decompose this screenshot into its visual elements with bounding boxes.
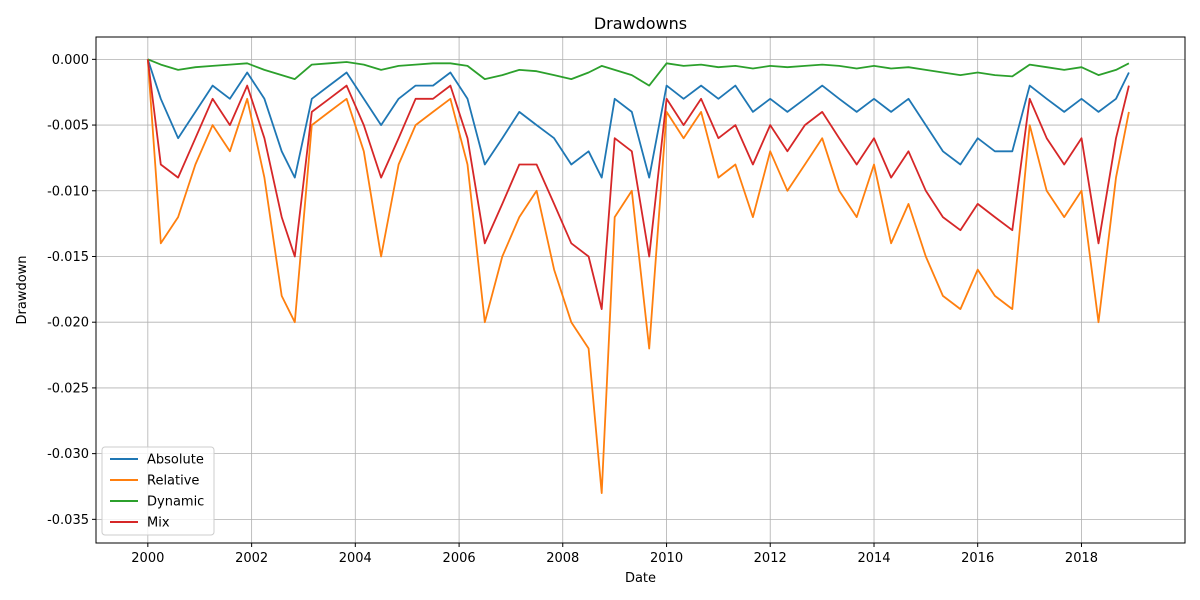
x-tick-label: 2010: [650, 551, 683, 566]
x-tick-label: 2008: [546, 551, 579, 566]
series-line-mix: [146, 59, 1130, 310]
y-tick-label: -0.025: [47, 381, 89, 396]
x-tick-label: 2000: [131, 551, 164, 566]
series-line-dynamic: [147, 58, 1130, 87]
series-line-relative: [146, 59, 1130, 494]
legend-label: Dynamic: [147, 495, 204, 510]
series-line-absolute: [146, 59, 1130, 179]
x-axis-label: Date: [625, 571, 656, 586]
x-tick-label: 2006: [443, 551, 476, 566]
y-tick-label: 0.000: [52, 53, 89, 68]
y-tick-label: -0.030: [47, 447, 89, 462]
series-lines: [146, 58, 1130, 494]
axis-ticks: 2000 2002 2004 2006 2008 2010 2012 2014 2016 2018…: [47, 53, 1098, 566]
y-tick-label: -0.020: [47, 316, 89, 331]
y-axis-label: Drawdown: [15, 255, 30, 324]
legend: Absolute Relative Dynamic Mix: [101, 446, 215, 536]
legend-label: Relative: [147, 474, 199, 489]
x-tick-label: 2016: [961, 551, 994, 566]
x-tick-label: 2018: [1065, 551, 1098, 566]
x-tick-label: 2004: [339, 551, 372, 566]
legend-label: Mix: [147, 516, 170, 531]
y-tick-label: -0.005: [47, 119, 89, 134]
y-tick-label: -0.015: [47, 250, 89, 265]
plot-frame: [95, 36, 1186, 544]
y-tick-label: -0.010: [47, 184, 89, 199]
x-tick-label: 2002: [235, 551, 268, 566]
chart-title: Drawdowns: [594, 14, 687, 33]
legend-label: Absolute: [147, 453, 204, 468]
x-tick-label: 2014: [857, 551, 890, 566]
y-tick-label: -0.035: [47, 513, 89, 528]
x-tick-label: 2012: [754, 551, 787, 566]
grid: [96, 37, 1185, 543]
legend-box: [101, 446, 215, 536]
